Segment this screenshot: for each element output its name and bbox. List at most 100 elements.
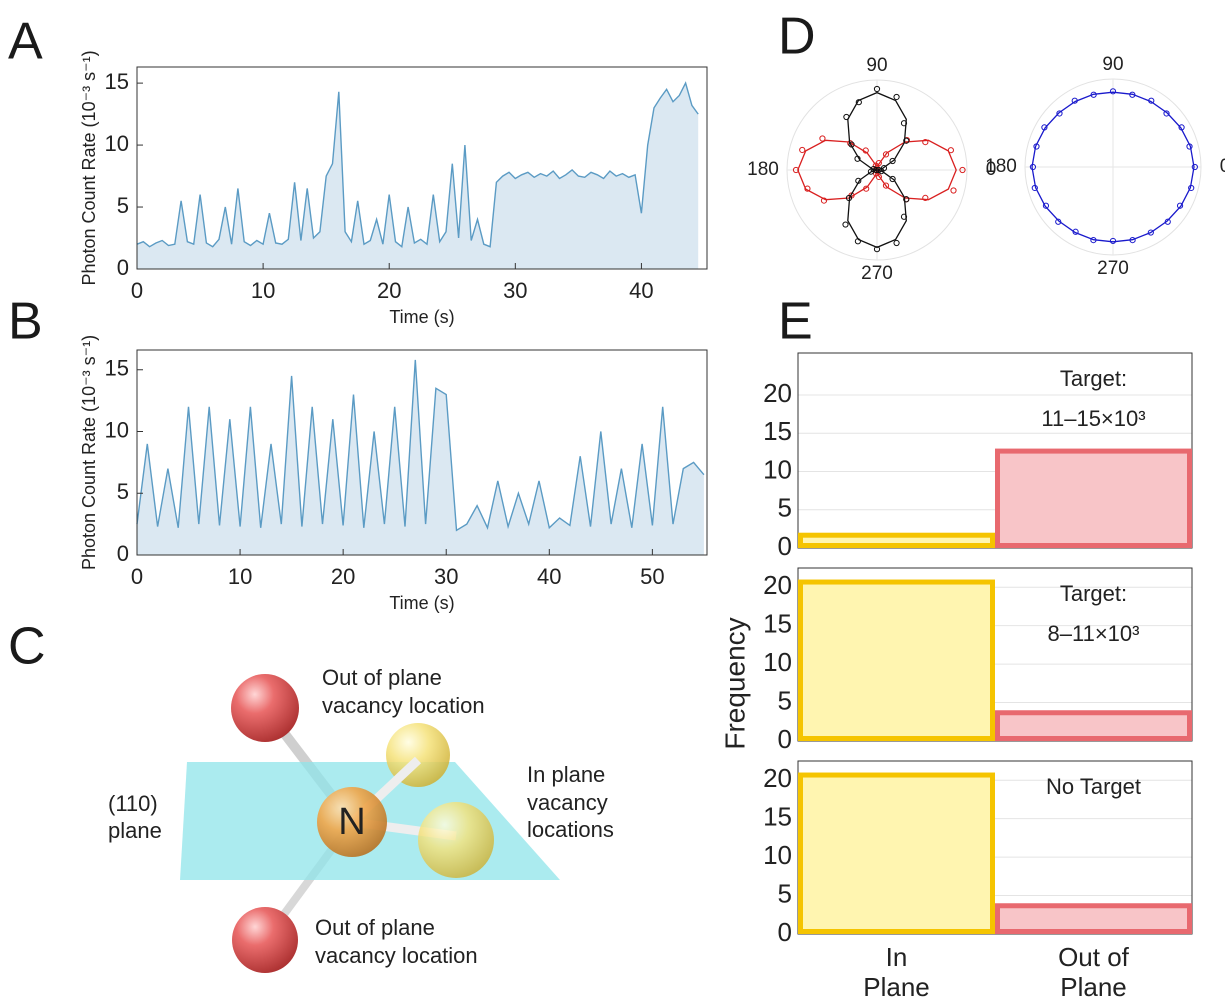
polar-point xyxy=(1071,97,1078,104)
panel-label: B xyxy=(8,293,43,351)
y-tick-label: 15 xyxy=(763,416,792,446)
trace-area xyxy=(137,83,699,269)
polar-point xyxy=(1188,184,1195,192)
x-tick-label: 20 xyxy=(377,278,401,303)
x-tick-label: 50 xyxy=(640,564,664,589)
polar-fit xyxy=(847,91,907,249)
polar-point xyxy=(959,166,966,174)
y-tick-label: 5 xyxy=(778,493,792,523)
polar-point xyxy=(889,175,896,183)
x-tick-label: 0 xyxy=(131,564,143,589)
annotation: 11–15×10³ xyxy=(1041,406,1145,431)
polar-point xyxy=(862,147,869,154)
x-tick-label: 40 xyxy=(537,564,561,589)
polar-point xyxy=(804,185,811,192)
polar-point xyxy=(882,182,890,189)
panel-label: D xyxy=(778,8,816,66)
annotation: Target: xyxy=(1060,581,1127,606)
y-tick-label: 15 xyxy=(763,802,792,832)
polar-point xyxy=(854,155,861,162)
polar-point xyxy=(893,239,900,247)
polar-point xyxy=(903,137,910,144)
diagram-label: Out of plane xyxy=(315,915,435,940)
y-tick-label: 0 xyxy=(117,541,129,566)
polar-point xyxy=(947,147,954,154)
annotation: 8–11×10³ xyxy=(1048,621,1140,646)
polar-point xyxy=(847,140,854,147)
y-tick-label: 10 xyxy=(105,417,129,442)
out-of-plane-vacancy xyxy=(231,674,299,742)
x-axis-label: Time (s) xyxy=(389,307,454,327)
polar-point xyxy=(1055,218,1062,225)
y-tick-label: 5 xyxy=(778,878,792,908)
annotation: Target: xyxy=(1060,366,1127,391)
polar-point xyxy=(1176,202,1184,209)
polar-point xyxy=(848,141,855,148)
angle-tick-label: 180 xyxy=(747,159,779,180)
y-axis-label: Photon Count Rate (10⁻³ s⁻¹) xyxy=(79,50,99,285)
polar-point xyxy=(819,135,826,142)
panel-label: A xyxy=(8,13,43,71)
polar-point xyxy=(843,113,850,121)
y-tick-label: 15 xyxy=(105,69,129,94)
x-tick-label: 20 xyxy=(331,564,355,589)
diagram-label: vacancy location xyxy=(315,943,478,968)
polar-point xyxy=(889,157,896,165)
bar xyxy=(798,772,995,934)
polar-point xyxy=(1029,163,1037,171)
polar-point xyxy=(1090,91,1097,98)
x-tick-label: In Plane xyxy=(863,942,930,1002)
x-tick-label: 30 xyxy=(503,278,527,303)
y-tick-label: 20 xyxy=(763,378,792,408)
polar-point xyxy=(1033,143,1040,150)
annotation: No Target xyxy=(1046,774,1141,799)
y-tick-label: 15 xyxy=(105,356,129,381)
atom-label: N xyxy=(338,801,365,843)
polar-fit xyxy=(1031,91,1195,243)
panel-label: E xyxy=(778,293,813,351)
polar-point xyxy=(1109,88,1117,95)
x-tick-label: 10 xyxy=(228,564,252,589)
polar-point xyxy=(1109,237,1117,245)
diagram-label: locations xyxy=(527,817,614,842)
nitrogen-atom xyxy=(317,787,387,857)
trace-area xyxy=(137,359,704,555)
bar xyxy=(798,579,995,741)
x-tick-label: Out of Plane xyxy=(1058,942,1129,1002)
polar-point xyxy=(792,166,800,174)
x-axis-label: Time (s) xyxy=(389,593,454,613)
y-tick-label: 20 xyxy=(763,763,792,793)
plot-frame xyxy=(136,66,708,270)
y-axis-label: Photon Count Rate (10⁻³ s⁻¹) xyxy=(79,335,99,570)
polar-point xyxy=(873,85,881,93)
polar-point xyxy=(1129,237,1136,244)
y-tick-label: 0 xyxy=(117,255,129,280)
diagram-label: plane xyxy=(108,818,162,843)
polar-point xyxy=(854,238,861,245)
polar-point xyxy=(1041,124,1048,131)
molecule-diagram: N Out of plane vacancy location In plane… xyxy=(108,665,614,973)
polar-point xyxy=(900,120,908,127)
diagram-label: vacancy xyxy=(527,790,608,815)
polar-point xyxy=(900,213,908,220)
angle-tick-label: 90 xyxy=(866,55,887,76)
x-tick-label: 30 xyxy=(434,564,458,589)
polar-point xyxy=(1147,229,1154,236)
polar-point xyxy=(1178,124,1185,131)
y-tick-label: 5 xyxy=(117,479,129,504)
y-tick-label: 5 xyxy=(778,685,792,715)
y-tick-label: 20 xyxy=(763,570,792,600)
polar-point xyxy=(1056,110,1063,117)
polar-point xyxy=(845,194,853,202)
polar-point xyxy=(1163,110,1170,117)
polar-point xyxy=(842,221,849,228)
angle-tick-label: 0 xyxy=(1220,156,1225,177)
polar-point xyxy=(922,194,929,201)
bar xyxy=(798,532,995,548)
y-tick-label: 10 xyxy=(105,131,129,156)
y-tick-label: 10 xyxy=(763,840,792,870)
polar-point xyxy=(893,93,900,101)
panel-label: C xyxy=(8,618,46,676)
